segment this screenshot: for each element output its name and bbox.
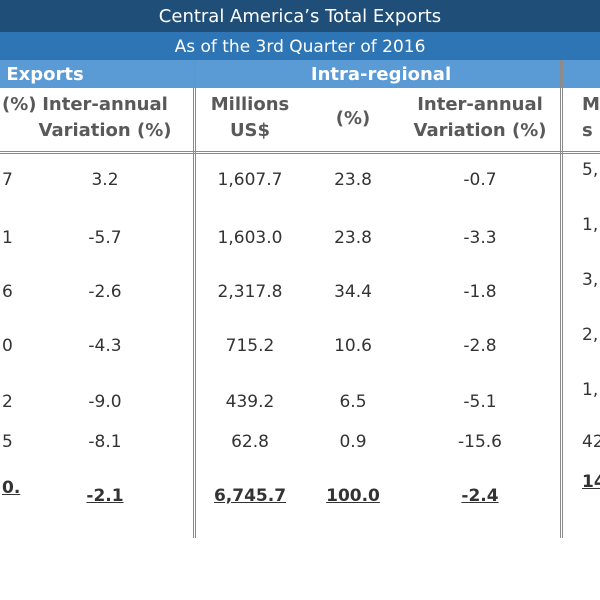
column-header: Inter-annual Variation (%) [38, 94, 172, 141]
total-cell: 0. [2, 478, 21, 498]
table-cell: -2.6 [88, 282, 122, 302]
column-header: (%) [2, 94, 37, 115]
total-cell: -2.4 [461, 486, 499, 506]
table-cell: 34.4 [334, 282, 372, 302]
table-cell: 5 [2, 432, 13, 452]
table-cell: -4.3 [88, 336, 122, 356]
column-header: Millions US$ [210, 94, 290, 141]
table-cell: 6.5 [339, 392, 367, 412]
table-cell: 1 [2, 228, 13, 248]
table-cell: 10.6 [334, 336, 372, 356]
group-exports: Exports [6, 64, 84, 85]
column-header: Mi s [582, 94, 600, 141]
table-cell: -1.8 [463, 282, 497, 302]
table-cell: -8.1 [88, 432, 122, 452]
table-cell: -5.1 [463, 392, 497, 412]
column-divider [560, 60, 563, 538]
total-cell: -2.1 [86, 486, 124, 506]
table-cell: 6 [2, 282, 13, 302]
total-cell: 14 [582, 472, 600, 492]
table-cell: 0 [2, 336, 13, 356]
table-cell: 0.9 [339, 432, 367, 452]
table-cell: -15.6 [458, 432, 502, 452]
total-cell: 100.0 [326, 486, 380, 506]
table-cell: 62.8 [231, 432, 269, 452]
table-cell: -0.7 [463, 170, 497, 190]
table-subtitle: As of the 3rd Quarter of 2016 [0, 32, 600, 60]
group-header-bar: Exports Intra-regional [0, 60, 600, 88]
table-cell: 7 [2, 170, 13, 190]
column-header: Inter-annual Variation (%) [413, 94, 547, 141]
table-cell: 2 [2, 392, 13, 412]
table-cell: 23.8 [334, 170, 372, 190]
table-cell: 1, [582, 380, 599, 400]
table-cell: 2, [582, 325, 599, 345]
table-cell: 23.8 [334, 228, 372, 248]
total-cell: 6,745.7 [213, 486, 287, 506]
table-cell: 3.2 [91, 170, 119, 190]
group-intra-regional: Intra-regional [310, 64, 452, 85]
column-header: (%) [335, 108, 371, 129]
table-cell: -5.7 [88, 228, 122, 248]
table-cell: 5, [582, 160, 599, 180]
table-cell: 42 [582, 432, 600, 452]
table-title: Central America’s Total Exports [0, 0, 600, 32]
table-cell: 1,603.0 [217, 228, 283, 248]
table-cell: 2,317.8 [217, 282, 283, 302]
table-cell: 715.2 [225, 336, 275, 356]
table-cell: -9.0 [88, 392, 122, 412]
header-divider [0, 151, 600, 154]
table-cell: 439.2 [225, 392, 275, 412]
table-cell: 1, [582, 215, 599, 235]
table-cell: 3, [582, 270, 599, 290]
table-cell: -2.8 [463, 336, 497, 356]
table-cell: -3.3 [463, 228, 497, 248]
table-cell: 1,607.7 [217, 170, 283, 190]
column-divider [193, 60, 196, 538]
